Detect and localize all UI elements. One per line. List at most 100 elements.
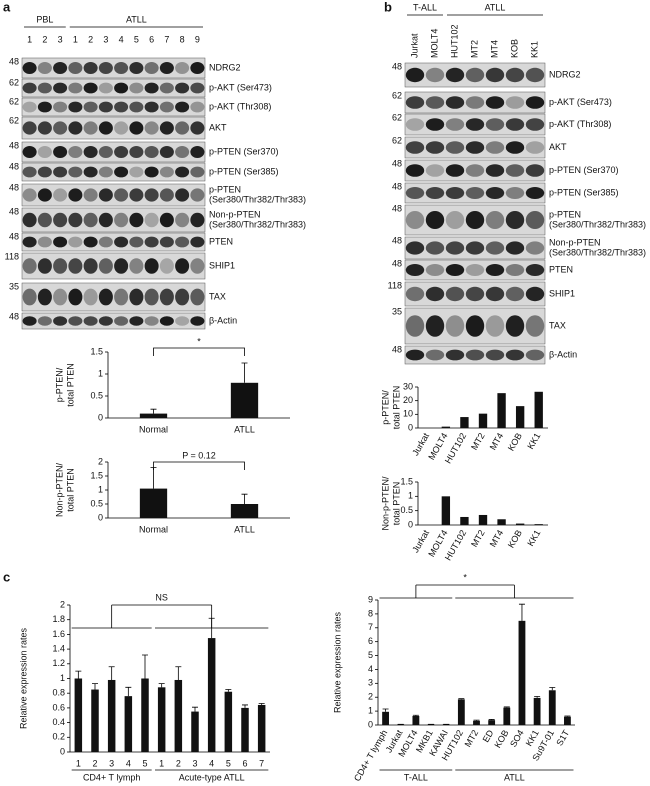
blot-band	[98, 121, 113, 135]
row-label: (Ser380/Thr382/Thr383)	[549, 247, 646, 257]
blot-band	[68, 82, 83, 94]
blot-band	[68, 212, 83, 228]
row-label: (Ser380/Thr382/Thr383)	[209, 219, 306, 229]
blot-band	[83, 258, 98, 274]
y-tick-label: 0	[408, 422, 413, 432]
error-bar	[412, 714, 419, 716]
annotation: NS	[155, 592, 168, 602]
row-label: SHIP1	[209, 260, 235, 270]
y-axis-label: total PTEN	[65, 363, 75, 407]
blot-band	[405, 67, 425, 83]
blot-band	[83, 236, 98, 248]
blot-band	[525, 264, 545, 276]
blot-band	[445, 67, 465, 83]
blot-band	[405, 211, 425, 229]
bracket	[153, 347, 245, 356]
group-label: ATLL	[504, 772, 525, 782]
y-tick-label: 0.4	[52, 717, 65, 727]
y-tick-label: 2	[98, 456, 103, 466]
blot-band	[485, 187, 505, 199]
x-tick-label: 1	[159, 758, 164, 768]
blot-strip	[21, 282, 206, 312]
y-tick-label: 1.8	[52, 614, 65, 624]
blot-band	[405, 315, 425, 337]
group-label: T-ALL	[404, 772, 428, 782]
blot-band	[53, 212, 68, 228]
mw-label: 62	[392, 112, 402, 122]
blot-band	[159, 188, 174, 202]
x-tick-label: KOB	[506, 528, 524, 549]
mw-label: 48	[9, 161, 19, 171]
x-tick-label: KK1	[525, 431, 542, 451]
blot-band	[190, 146, 205, 158]
blot-band	[190, 236, 205, 248]
blot-band	[505, 264, 525, 276]
y-tick-label: 1	[98, 368, 103, 378]
blot-band	[22, 236, 37, 248]
blot-band	[37, 146, 52, 158]
bar	[157, 687, 166, 752]
error-bar	[125, 686, 132, 697]
x-tick-label: MT2	[469, 431, 487, 452]
blot-band	[68, 258, 83, 274]
y-tick-label: 1	[98, 484, 103, 494]
row-label: β-Actin	[209, 315, 237, 325]
blot-band	[445, 286, 465, 302]
lane-label: 7	[164, 34, 169, 44]
bar	[488, 720, 496, 725]
error-bar	[225, 689, 232, 692]
blot-band	[159, 101, 174, 113]
x-tick-label: ATLL	[234, 424, 255, 434]
row-label: AKT	[549, 142, 567, 152]
row-label: p-AKT (Thr308)	[209, 101, 271, 111]
x-tick-label: KK1	[525, 528, 542, 548]
lane-label: 1	[73, 34, 78, 44]
blot-band	[68, 166, 83, 178]
blot-strip	[21, 232, 206, 252]
blot-band	[465, 187, 485, 199]
blot-band	[53, 258, 68, 274]
blot-strip	[21, 162, 206, 182]
error-bar	[75, 670, 82, 679]
blot-band	[190, 121, 205, 135]
lane-label: MOLT4	[429, 29, 439, 58]
bar	[503, 707, 511, 725]
mw-label: 48	[392, 203, 402, 213]
row-label: Non-p-PTEN	[549, 237, 601, 247]
x-tick-label: MT4	[488, 431, 506, 452]
y-tick-label: 1.5	[90, 470, 103, 480]
blot-band	[144, 316, 159, 326]
blot-band	[37, 316, 52, 326]
mw-label: 62	[9, 96, 19, 106]
blot-band	[405, 141, 425, 154]
mw-label: 62	[9, 77, 19, 87]
error-bar	[242, 704, 248, 708]
blot-band	[175, 316, 190, 326]
mw-label: 35	[392, 306, 402, 316]
bar	[460, 417, 469, 428]
lane-label: 3	[58, 34, 63, 44]
blot-band	[445, 211, 465, 229]
bar	[533, 697, 541, 725]
blot-band	[425, 141, 445, 154]
bracket	[153, 461, 245, 470]
blot-band	[525, 118, 545, 131]
blot-band	[22, 121, 37, 135]
mw-label: 48	[9, 56, 19, 66]
blot-band	[425, 286, 445, 302]
blot-band	[159, 258, 174, 274]
blot-band	[129, 212, 144, 228]
blot-band	[485, 241, 505, 255]
lane-label: MT2	[469, 40, 479, 58]
blot-band	[159, 288, 174, 306]
blot-band	[159, 121, 174, 135]
mw-label: 62	[392, 135, 402, 145]
group-label: Acute-type ATLL	[179, 772, 245, 782]
row-label: p-AKT (Thr308)	[549, 119, 611, 129]
blot-band	[190, 188, 205, 202]
y-tick-label: 0.2	[52, 732, 65, 742]
mw-label: 48	[9, 311, 19, 321]
blot-band	[37, 188, 52, 202]
blot-band	[144, 258, 159, 274]
y-tick-label: 0.5	[400, 505, 413, 515]
